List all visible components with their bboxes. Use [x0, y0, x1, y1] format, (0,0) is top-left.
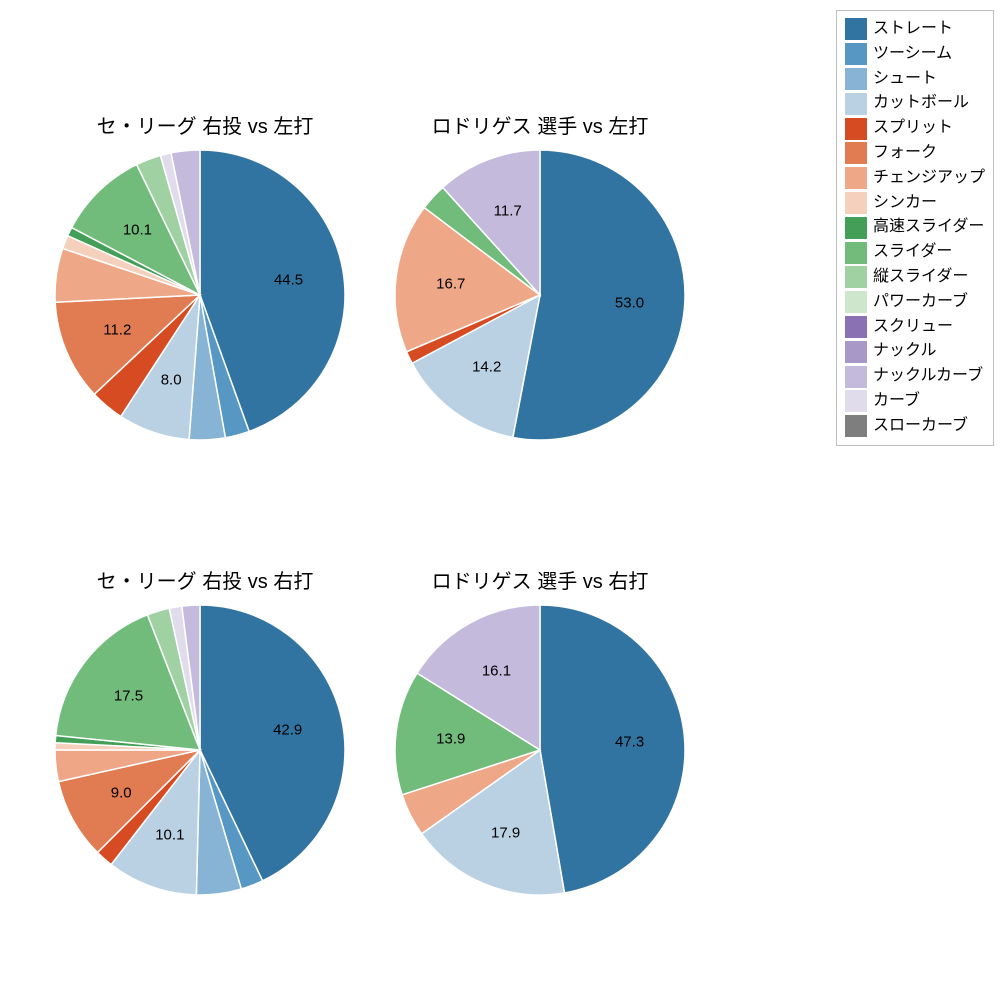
legend-swatch: [845, 266, 867, 288]
legend-label: スクリュー: [873, 315, 953, 340]
legend-swatch: [845, 291, 867, 313]
slice-value-label: 10.1: [155, 826, 184, 843]
legend-item: ツーシーム: [845, 42, 985, 67]
slice-value-label: 42.9: [273, 722, 302, 739]
legend-label: ナックルカーブ: [873, 364, 983, 389]
legend-label: 高速スライダー: [873, 215, 984, 240]
legend-label: スローカーブ: [873, 414, 968, 439]
legend-swatch: [845, 242, 867, 264]
chart-title-bl: セ・リーグ 右投 vs 右打: [45, 565, 365, 594]
pie-slice: [540, 605, 685, 893]
slice-value-label: 13.9: [436, 731, 465, 748]
legend-item: フォーク: [845, 141, 985, 166]
slice-value-label: 47.3: [615, 734, 644, 751]
slice-value-label: 16.1: [482, 663, 511, 680]
legend-item: スクリュー: [845, 315, 985, 340]
legend-label: ツーシーム: [873, 42, 952, 67]
legend-item: スプリット: [845, 116, 985, 141]
slice-value-label: 8.0: [161, 372, 182, 389]
legend-label: ストレート: [873, 17, 953, 42]
chart-stage: セ・リーグ 右投 vs 左打 ロドリゲス 選手 vs 左打 セ・リーグ 右投 v…: [0, 0, 1000, 1000]
legend-item: ナックルカーブ: [845, 364, 985, 389]
slice-value-label: 44.5: [274, 271, 303, 288]
legend-item: スライダー: [845, 240, 985, 265]
legend-item: チェンジアップ: [845, 166, 985, 191]
legend-label: カットボール: [873, 91, 969, 116]
legend-label: パワーカーブ: [873, 290, 968, 315]
legend-swatch: [845, 415, 867, 437]
slice-value-label: 9.0: [111, 785, 132, 802]
legend-label: ナックル: [873, 339, 937, 364]
legend-swatch: [845, 217, 867, 239]
chart-title-tr: ロドリゲス 選手 vs 左打: [380, 110, 700, 139]
slice-value-label: 10.1: [123, 222, 152, 239]
legend-label: チェンジアップ: [873, 166, 985, 191]
legend-swatch: [845, 43, 867, 65]
slice-value-label: 11.2: [103, 322, 131, 339]
legend-item: 縦スライダー: [845, 265, 985, 290]
legend-swatch: [845, 93, 867, 115]
legend-swatch: [845, 142, 867, 164]
legend-swatch: [845, 18, 867, 40]
slice-value-label: 14.2: [472, 359, 501, 376]
legend-item: スローカーブ: [845, 414, 985, 439]
slice-value-label: 17.9: [491, 825, 520, 842]
legend-label: カーブ: [873, 389, 920, 414]
legend-swatch: [845, 390, 867, 412]
slice-value-label: 16.7: [436, 276, 465, 293]
legend-item: ストレート: [845, 17, 985, 42]
legend-label: フォーク: [873, 141, 937, 166]
legend-label: スライダー: [873, 240, 952, 265]
legend: ストレートツーシームシュートカットボールスプリットフォークチェンジアップシンカー…: [836, 10, 994, 446]
pie-chart-tl: [55, 150, 345, 440]
legend-item: シュート: [845, 67, 985, 92]
legend-swatch: [845, 366, 867, 388]
legend-item: ナックル: [845, 339, 985, 364]
legend-swatch: [845, 68, 867, 90]
legend-swatch: [845, 167, 867, 189]
legend-item: パワーカーブ: [845, 290, 985, 315]
legend-swatch: [845, 118, 867, 140]
legend-swatch: [845, 341, 867, 363]
legend-item: シンカー: [845, 191, 985, 216]
slice-value-label: 53.0: [615, 295, 644, 312]
legend-label: 縦スライダー: [873, 265, 968, 290]
chart-title-br: ロドリゲス 選手 vs 右打: [380, 565, 700, 594]
legend-label: スプリット: [873, 116, 953, 141]
legend-item: カーブ: [845, 389, 985, 414]
chart-title-tl: セ・リーグ 右投 vs 左打: [45, 110, 365, 139]
legend-item: 高速スライダー: [845, 215, 985, 240]
pie-chart-bl: [55, 605, 345, 895]
legend-swatch: [845, 192, 867, 214]
legend-label: シュート: [873, 67, 937, 92]
legend-item: カットボール: [845, 91, 985, 116]
legend-label: シンカー: [873, 191, 937, 216]
slice-value-label: 11.7: [494, 203, 522, 220]
slice-value-label: 17.5: [114, 687, 143, 704]
legend-swatch: [845, 316, 867, 338]
